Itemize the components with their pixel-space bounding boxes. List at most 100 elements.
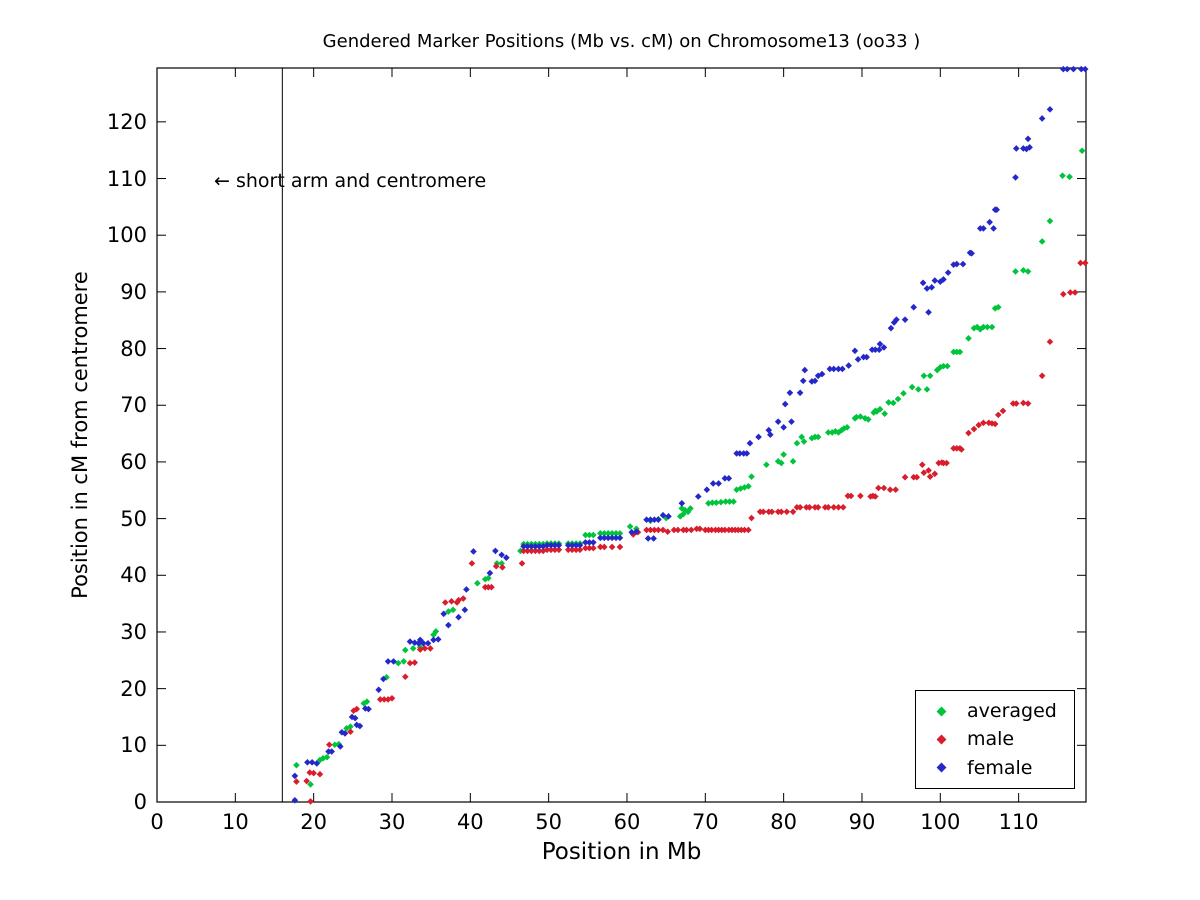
scatter-point [612, 534, 620, 542]
scatter-point [999, 407, 1007, 415]
scatter-point [1024, 268, 1032, 275]
scatter-point [326, 741, 333, 749]
scatter-point [434, 636, 442, 643]
scatter-point [328, 748, 335, 755]
scatter-point [486, 569, 494, 577]
x-tick-label: 100 [920, 810, 961, 834]
scatter-point [1038, 238, 1046, 245]
scatter-point [430, 636, 437, 644]
scatter-point [1081, 65, 1089, 73]
scatter-point [572, 546, 580, 554]
scatter-point [362, 705, 369, 712]
scatter-point [1067, 289, 1074, 296]
scatter-point [347, 728, 354, 736]
scatter-point [650, 535, 657, 542]
scatter-point [664, 528, 672, 535]
scatter-point [449, 606, 457, 614]
scatter-point [923, 386, 931, 393]
scatter-point [745, 482, 752, 490]
scatter-point [488, 583, 495, 591]
scatter-point [774, 418, 782, 425]
scatter-point [991, 420, 999, 428]
averaged-marker-icon [936, 706, 947, 717]
scatter-point [411, 639, 419, 647]
legend-label-male: male [967, 728, 1015, 751]
scatter-point [306, 769, 314, 776]
scatter-point [684, 508, 692, 516]
scatter-point [811, 377, 819, 385]
scatter-point [307, 781, 314, 788]
scatter-point [814, 372, 822, 380]
scatter-point [1038, 115, 1046, 122]
scatter-point [919, 279, 927, 287]
scatter-point [980, 323, 987, 331]
scatter-point [604, 534, 612, 542]
scatter-point [799, 377, 807, 385]
scatter-point [926, 473, 934, 480]
scatter-point [915, 386, 922, 393]
x-tick-label: 10 [221, 810, 249, 834]
scatter-point [958, 446, 965, 453]
series-male [293, 259, 1089, 805]
scatter-point [336, 743, 344, 750]
scatter-point [518, 560, 526, 567]
scatter-point [892, 486, 899, 493]
scatter-point [411, 659, 419, 666]
scatter-point [1038, 372, 1046, 380]
x-tick-label: 110 [998, 810, 1039, 834]
scatter-point [524, 547, 531, 555]
scatter-point [975, 421, 982, 429]
scatter-point [730, 498, 737, 505]
scatter-point [468, 560, 476, 567]
y-tick-label: 110 [106, 166, 147, 191]
scatter-point [402, 673, 409, 681]
scatter-point [600, 534, 608, 542]
scatter-point [777, 508, 785, 516]
scatter-point [789, 508, 797, 516]
scatter-point [843, 424, 851, 431]
scatter-point [651, 516, 658, 524]
scatter-point [781, 400, 789, 408]
x-tick-label: 70 [691, 810, 719, 834]
series-female [291, 65, 1089, 804]
scatter-point [576, 546, 584, 554]
scatter-point [717, 498, 725, 506]
scatter-point [582, 531, 589, 539]
scatter-point [1046, 338, 1054, 346]
scatter-point [678, 499, 686, 507]
scatter-point [683, 526, 690, 534]
scatter-point [845, 362, 852, 369]
y-tick-label: 50 [120, 506, 147, 531]
legend-row-male: male [916, 726, 1074, 752]
scatter-point [890, 399, 897, 407]
scatter-point [293, 761, 300, 769]
scatter-point [780, 424, 787, 431]
scatter-point [1059, 290, 1067, 298]
scatter-point [455, 613, 462, 621]
scatter-point [323, 753, 331, 761]
scatter-point [406, 638, 414, 645]
scatter-point [421, 645, 429, 652]
scatter-point [755, 433, 762, 441]
scatter-point [887, 324, 895, 332]
scatter-point [928, 284, 935, 291]
scatter-point [453, 599, 461, 606]
scatter-point [814, 433, 822, 441]
scatter-point [925, 308, 932, 316]
scatter-point [670, 526, 678, 534]
scatter-point [665, 513, 672, 520]
scatter-point [901, 316, 909, 323]
scatter-point [854, 356, 862, 363]
scatter-point [920, 372, 928, 380]
scatter-point [600, 543, 608, 551]
scatter-point [853, 413, 860, 421]
scatter-point [796, 389, 804, 397]
scatter-point [310, 769, 317, 777]
scatter-point [360, 700, 368, 707]
scatter-point [736, 450, 744, 457]
scatter-point [543, 546, 551, 554]
scatter-point [655, 526, 662, 534]
scatter-point [933, 366, 941, 374]
scatter-point [463, 586, 470, 593]
chart-title: Gendered Marker Positions (Mb vs. cM) on… [322, 31, 921, 52]
